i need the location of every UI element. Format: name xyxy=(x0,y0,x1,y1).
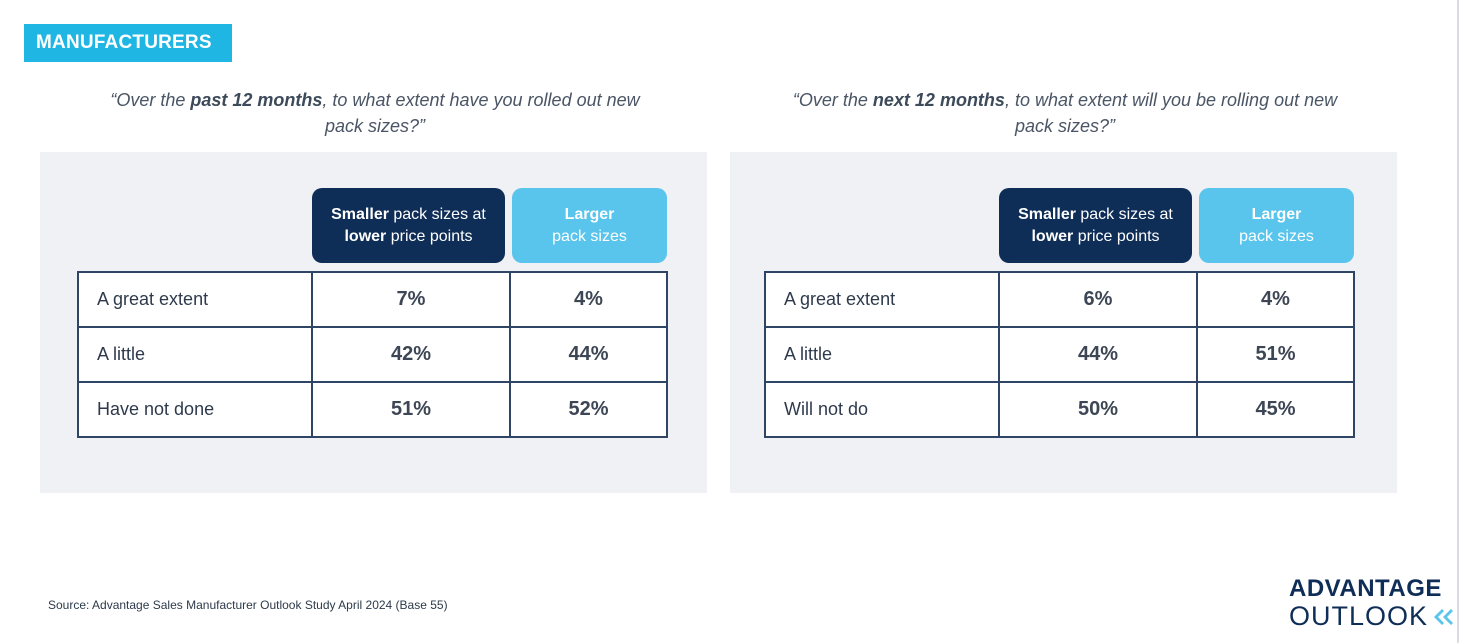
right-header-smaller-text-b: price points xyxy=(1073,227,1160,245)
left-table: A great extent 7% 4% A little 42% 44% Ha… xyxy=(77,271,668,438)
row-label: Have not done xyxy=(77,381,313,438)
logo-line1: ADVANTAGE xyxy=(1289,575,1442,602)
right-question-pre: “Over the xyxy=(792,90,873,110)
smaller-value: 50% xyxy=(998,381,1198,438)
table-row: Will not do 50% 45% xyxy=(764,381,1355,438)
right-table: A great extent 6% 4% A little 44% 51% Wi… xyxy=(764,271,1355,438)
right-header-smaller-bold-b: lower xyxy=(1031,227,1074,245)
logo-line2: OUTLOOK xyxy=(1289,601,1453,631)
smaller-value: 6% xyxy=(998,271,1198,328)
right-header-larger-bold: Larger xyxy=(1251,205,1302,223)
right-header-larger: Larger pack sizes xyxy=(1199,188,1354,263)
left-header-smaller-text-a: pack sizes at xyxy=(388,205,486,223)
left-header-smaller: Smaller pack sizes at lower price points xyxy=(312,188,505,263)
table-row: A great extent 7% 4% xyxy=(77,271,668,328)
left-question: “Over the past 12 months, to what extent… xyxy=(90,87,660,139)
larger-value: 4% xyxy=(509,271,668,328)
larger-value: 52% xyxy=(509,381,668,438)
left-header-larger-text: pack sizes xyxy=(552,227,627,245)
left-question-post: , to what extent have you rolled out new… xyxy=(322,90,640,136)
smaller-value: 42% xyxy=(311,326,511,383)
row-label: A great extent xyxy=(764,271,1000,328)
smaller-value: 51% xyxy=(311,381,511,438)
left-header-larger: Larger pack sizes xyxy=(512,188,667,263)
left-header-smaller-bold-a: Smaller xyxy=(331,205,389,223)
larger-value: 51% xyxy=(1196,326,1355,383)
left-header-smaller-bold-b: lower xyxy=(344,227,387,245)
smaller-value: 7% xyxy=(311,271,511,328)
left-header-smaller-text-b: price points xyxy=(386,227,473,245)
left-header-larger-bold: Larger xyxy=(564,205,615,223)
source-note: Source: Advantage Sales Manufacturer Out… xyxy=(48,598,448,612)
logo-chevron-icon xyxy=(1434,609,1453,625)
right-header-smaller: Smaller pack sizes at lower price points xyxy=(999,188,1192,263)
larger-value: 45% xyxy=(1196,381,1355,438)
row-label: A little xyxy=(764,326,1000,383)
logo-line2-text: OUTLOOK xyxy=(1289,601,1429,631)
right-question-bold: next 12 months xyxy=(872,90,1005,110)
right-header-larger-text: pack sizes xyxy=(1239,227,1314,245)
smaller-value: 44% xyxy=(998,326,1198,383)
row-label: Will not do xyxy=(764,381,1000,438)
section-tag: MANUFACTURERS xyxy=(24,24,232,62)
right-question-post: , to what extent will you be rolling out… xyxy=(1004,90,1338,136)
table-row: Have not done 51% 52% xyxy=(77,381,668,438)
right-header-smaller-text-a: pack sizes at xyxy=(1075,205,1173,223)
table-row: A great extent 6% 4% xyxy=(764,271,1355,328)
table-row: A little 44% 51% xyxy=(764,326,1355,383)
left-question-bold: past 12 months xyxy=(190,90,323,110)
table-row: A little 42% 44% xyxy=(77,326,668,383)
left-question-pre: “Over the xyxy=(110,90,191,110)
slide-edge xyxy=(1457,0,1459,643)
larger-value: 4% xyxy=(1196,271,1355,328)
right-header-smaller-bold-a: Smaller xyxy=(1018,205,1076,223)
larger-value: 44% xyxy=(509,326,668,383)
row-label: A great extent xyxy=(77,271,313,328)
advantage-outlook-logo: ADVANTAGE OUTLOOK xyxy=(1289,575,1453,632)
right-question: “Over the next 12 months, to what extent… xyxy=(775,87,1355,139)
row-label: A little xyxy=(77,326,313,383)
